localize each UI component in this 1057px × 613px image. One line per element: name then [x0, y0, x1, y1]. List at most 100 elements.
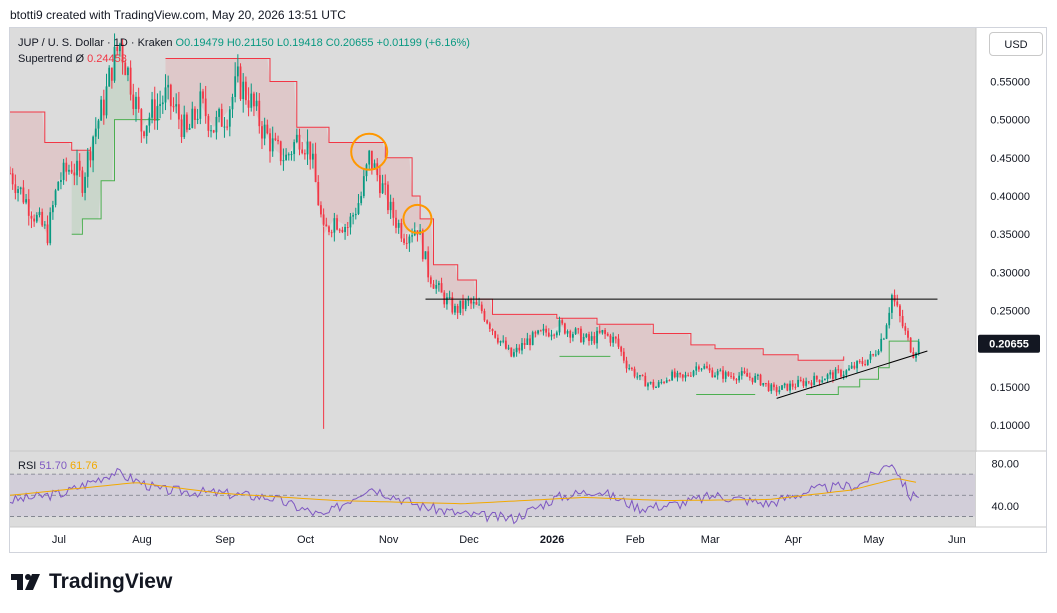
- candle-body: [765, 382, 767, 384]
- time-tick-label: Oct: [297, 534, 314, 546]
- candle-body: [794, 386, 797, 388]
- candle-body: [617, 338, 620, 347]
- candle-body: [153, 99, 156, 121]
- supertrend-label[interactable]: Supertrend: [18, 53, 73, 65]
- candle-body: [35, 215, 38, 222]
- candle-body: [395, 217, 397, 228]
- candle-body: [494, 331, 497, 338]
- price-tick-label: 0.35000: [990, 229, 1030, 241]
- symbol-label[interactable]: JUP / U. S. Dollar · 1D · Kraken: [18, 37, 173, 49]
- candle-body: [379, 175, 381, 194]
- candle-body: [11, 173, 14, 185]
- candle-body: [743, 371, 746, 374]
- rsi-ma-value: 61.76: [70, 460, 98, 472]
- candle-body: [97, 120, 100, 129]
- candle-body: [896, 301, 899, 306]
- candle-body: [121, 43, 124, 63]
- candle-body: [848, 368, 850, 371]
- candle-body: [277, 139, 279, 142]
- candle-body: [84, 176, 86, 193]
- candle-body: [639, 375, 641, 377]
- candle-body: [25, 199, 27, 203]
- candle-body: [609, 335, 612, 343]
- candle-body: [802, 380, 805, 386]
- candle-body: [127, 67, 129, 76]
- candle-body: [799, 379, 802, 381]
- price-tick-label: 0.25000: [990, 306, 1030, 318]
- candle-body: [266, 124, 269, 134]
- candle-body: [22, 187, 25, 203]
- candle-body: [336, 218, 338, 230]
- supertrend-down-line-1: [10, 111, 91, 151]
- candle-body: [700, 368, 703, 370]
- currency-button[interactable]: USD: [989, 32, 1043, 56]
- candle-body: [255, 100, 258, 107]
- candle-body: [684, 374, 687, 378]
- candle-body: [408, 236, 411, 244]
- candle-body: [550, 334, 553, 337]
- candle-body: [362, 176, 365, 197]
- candle-body: [633, 368, 636, 377]
- price-axis-bg: [976, 28, 1046, 501]
- candle-body: [76, 160, 78, 176]
- candle-body: [279, 141, 282, 162]
- candle-body: [636, 376, 639, 378]
- candle-body: [708, 368, 711, 371]
- supertrend-up-line-1: [71, 119, 161, 235]
- candle-body: [751, 377, 754, 383]
- candle-body: [27, 199, 30, 216]
- candle-body: [17, 189, 19, 194]
- candle-body: [606, 333, 609, 336]
- candle-body: [403, 238, 405, 243]
- candle-body: [687, 374, 690, 376]
- candle-body: [234, 76, 237, 97]
- candle-body: [679, 372, 682, 375]
- candle-body: [510, 347, 513, 357]
- candle-body: [129, 67, 132, 95]
- candle-body: [306, 141, 309, 155]
- rsi-label[interactable]: RSI: [18, 460, 37, 472]
- candle-body: [663, 381, 665, 383]
- time-tick-label: Dec: [459, 534, 479, 546]
- candle-body: [488, 323, 491, 330]
- candle-body: [716, 371, 719, 376]
- candle-body: [242, 81, 245, 100]
- candle-body: [376, 163, 379, 176]
- candle-body: [43, 224, 46, 226]
- time-tick-label: Apr: [785, 534, 802, 546]
- candle-body: [322, 214, 325, 225]
- candle-body: [502, 340, 505, 342]
- candle-body: [480, 304, 483, 312]
- candle-body: [349, 216, 352, 228]
- chart-frame[interactable]: 0.55000 0.50000 0.45000 0.40000 0.35000 0.300…: [9, 27, 1047, 553]
- candle-body: [888, 312, 891, 326]
- candle-body: [746, 373, 749, 377]
- candle-body: [33, 218, 36, 222]
- candle-body: [156, 105, 159, 121]
- candle-body: [354, 213, 357, 216]
- candle-body: [789, 383, 791, 391]
- candle-body: [448, 297, 451, 299]
- tradingview-logo-text: TradingView: [49, 570, 173, 593]
- candle-body: [175, 104, 178, 107]
- candle-body: [668, 380, 671, 382]
- candle-body: [451, 297, 454, 313]
- chart-canvas[interactable]: 0.55000 0.50000 0.45000 0.40000 0.35000 0.300…: [10, 28, 1046, 552]
- candle-body: [475, 302, 478, 305]
- candle-body: [282, 160, 285, 162]
- rsi-band-fill: [10, 474, 975, 517]
- candle-body: [872, 354, 875, 356]
- candle-body: [204, 98, 207, 117]
- candle-body: [730, 375, 732, 377]
- candle-body: [188, 127, 191, 130]
- tradingview-logo[interactable]: TradingView: [11, 570, 172, 594]
- candle-body: [622, 351, 625, 361]
- candle-body: [239, 66, 242, 100]
- candle-body: [143, 131, 145, 137]
- candle-body: [805, 381, 808, 386]
- time-tick-label: Feb: [626, 534, 645, 546]
- candle-body: [722, 370, 724, 379]
- candle-body: [604, 330, 606, 334]
- candle-body: [727, 372, 730, 376]
- candle-body: [309, 141, 312, 160]
